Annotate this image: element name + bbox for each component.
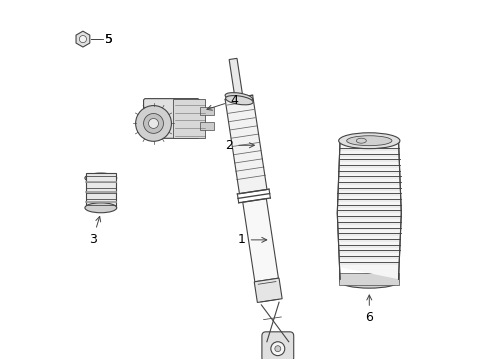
Circle shape [79,36,87,43]
Text: 3: 3 [89,216,100,246]
Polygon shape [229,58,243,98]
FancyBboxPatch shape [144,99,199,138]
Circle shape [144,113,164,133]
Ellipse shape [225,93,253,102]
Bar [86,173,116,208]
Ellipse shape [346,136,392,146]
Bar [340,273,399,285]
Text: 5: 5 [105,33,113,46]
Circle shape [136,105,172,141]
Ellipse shape [91,175,111,181]
FancyBboxPatch shape [262,332,294,360]
Circle shape [271,342,285,356]
Circle shape [148,118,158,129]
Ellipse shape [85,203,117,213]
Bar [173,99,205,138]
Polygon shape [76,31,90,47]
Text: 5: 5 [105,33,113,46]
Text: 1: 1 [238,233,267,246]
Bar [200,107,214,114]
Polygon shape [337,141,401,279]
Polygon shape [225,95,267,194]
Ellipse shape [225,96,253,105]
Ellipse shape [339,133,400,149]
Circle shape [275,346,281,352]
Text: 2: 2 [225,139,254,152]
Polygon shape [243,199,278,282]
Ellipse shape [85,173,117,183]
Text: 4: 4 [207,94,238,110]
Polygon shape [254,278,282,302]
Text: 6: 6 [366,295,373,324]
Ellipse shape [340,274,399,288]
Bar [200,122,214,130]
